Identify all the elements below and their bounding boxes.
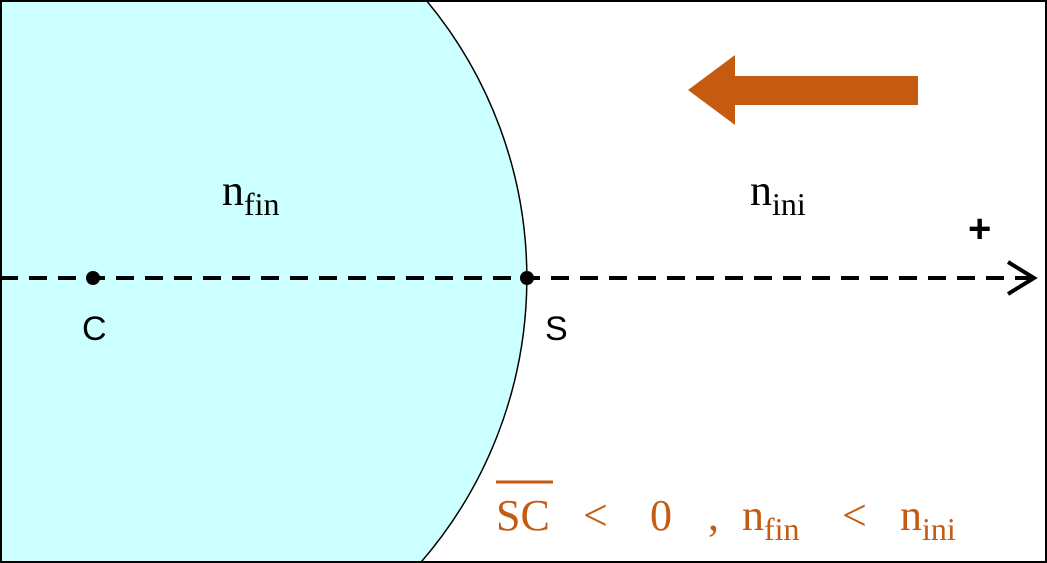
n-ini-term: nini (900, 491, 956, 547)
segment-sc: SC (496, 491, 550, 540)
less-than-sign: < (583, 491, 608, 540)
vertex-label: S (545, 310, 568, 348)
less-than-sign-2: < (842, 491, 867, 540)
vertex-point-dot (520, 271, 534, 285)
center-label: C (82, 310, 107, 348)
n-fin-term: nfin (742, 491, 800, 547)
arrow-left-icon (688, 55, 918, 125)
n-fin-label: nfin (222, 166, 280, 222)
comma: , (708, 491, 719, 540)
n-ini-label: nini (750, 166, 806, 222)
sign-condition: SC < 0 , nfin < nini (496, 480, 956, 547)
final-medium-region (0, 0, 527, 563)
center-point-dot (86, 271, 100, 285)
zero: 0 (650, 491, 672, 540)
positive-direction-label: + (968, 207, 991, 251)
arrow-right-icon (1006, 260, 1038, 296)
